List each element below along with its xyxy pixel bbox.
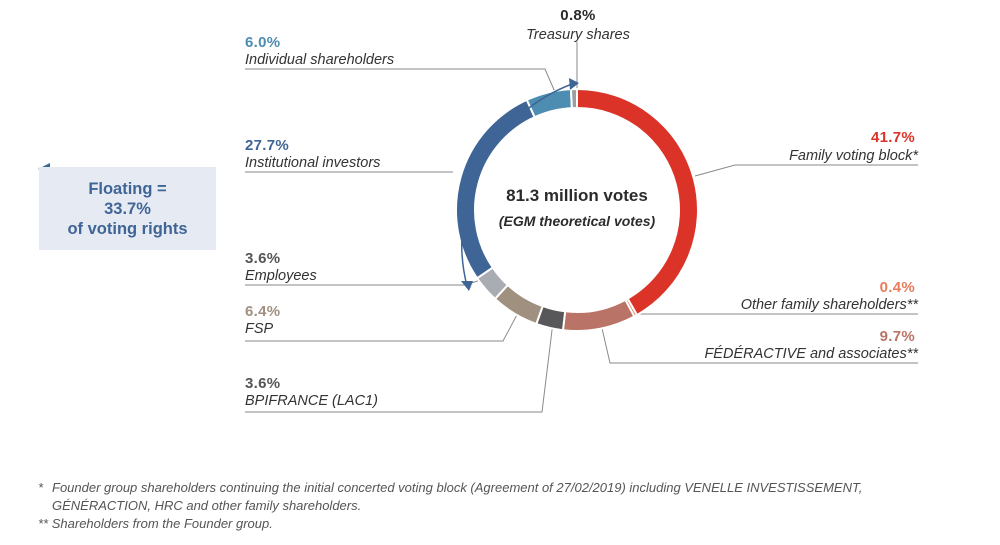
family-pct: 41.7% (870, 129, 915, 146)
footnote-1-line-2: GÉNÉRACTION, HRC and other family shareh… (52, 498, 362, 513)
individual-label: Individual shareholders (245, 52, 395, 68)
treasury-pct: 0.8% (560, 7, 596, 24)
bpifrance-label: BPIFRANCE (LAC1) (245, 393, 378, 409)
slice-treasury (569, 87, 578, 110)
family-label: Family voting block* (789, 148, 918, 164)
floating-summary-box: Floating = 33.7% of voting rights (39, 167, 216, 250)
leader-line-fsp (245, 310, 520, 342)
other-family-label: Other family shareholders** (740, 297, 918, 313)
leader-line-family (694, 164, 918, 177)
institutional-pct: 27.7% (245, 137, 290, 154)
floating-curved-arrow (460, 83, 573, 287)
leader-line-individual (245, 68, 556, 93)
slice-federactive (561, 298, 636, 332)
leader-line-bpifrance (245, 321, 554, 413)
curved-arrow-head-bottom (461, 281, 473, 291)
individual-pct: 6.0% (245, 34, 281, 51)
center-subtitle: (EGM theoretical votes) (498, 213, 656, 229)
footnote-1-marker: * (38, 480, 44, 495)
employees-label: Employees (245, 268, 317, 284)
employees-pct: 3.6% (245, 250, 281, 267)
federactive-label: FÉDÉRACTIVE and associates** (704, 346, 918, 362)
floating-line-1: Floating = (88, 179, 167, 198)
other-family-pct: 0.4% (879, 279, 915, 296)
center-title: 81.3 million votes (506, 186, 648, 205)
leader-line-federactive (600, 323, 918, 364)
slice-individual (525, 88, 573, 119)
fsp-pct: 6.4% (245, 303, 281, 320)
treasury-label: Treasury shares (526, 27, 630, 43)
footnote-2: ** Shareholders from the Founder group. (38, 516, 273, 531)
floating-line-2: 33.7% (104, 199, 151, 218)
institutional-label: Institutional investors (245, 155, 381, 171)
leader-lines (245, 42, 918, 413)
curved-arrow-head-top (569, 78, 579, 90)
bpifrance-pct: 3.6% (245, 375, 281, 392)
federactive-pct: 9.7% (879, 328, 915, 345)
donut-slices (455, 87, 699, 332)
floating-line-3: of voting rights (67, 219, 188, 238)
fsp-label: FSP (245, 321, 274, 337)
footnote-1-line-1: Founder group shareholders continuing th… (52, 480, 863, 495)
